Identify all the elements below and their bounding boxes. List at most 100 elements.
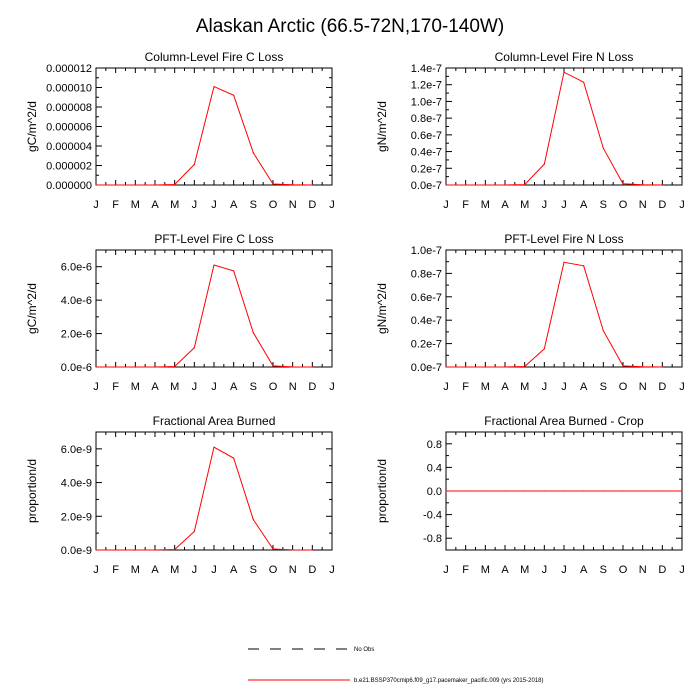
x-tick-label: J [443, 564, 449, 576]
data-point [445, 490, 447, 492]
data-point [233, 94, 235, 96]
y-tick-label: 1.4e-7 [411, 63, 442, 75]
y-tick-label: 2.0e-6 [61, 329, 92, 341]
data-point [252, 152, 254, 154]
data-point [154, 549, 156, 551]
y-tick-label: 0.000000 [46, 180, 92, 192]
series-line [446, 71, 663, 186]
x-tick-label: M [481, 199, 490, 211]
data-point [622, 365, 624, 367]
x-tick-label: F [112, 199, 119, 211]
x-tick-label: O [619, 381, 628, 393]
x-tick-label: O [619, 199, 628, 211]
panel-title: Fractional Area Burned [153, 414, 276, 428]
y-tick-label: 0.8 [427, 439, 442, 451]
x-tick-label: M [131, 199, 140, 211]
x-tick-label: N [289, 381, 297, 393]
panel-title: PFT-Level Fire N Loss [504, 232, 623, 246]
data-point [193, 530, 195, 533]
x-tick-label: J [443, 199, 449, 211]
data-point [252, 519, 254, 521]
data-point [115, 184, 117, 186]
x-tick-label: O [269, 199, 278, 211]
data-point [563, 490, 565, 492]
x-tick-label: N [289, 199, 297, 211]
data-point [213, 446, 215, 448]
x-tick-label: F [462, 381, 469, 393]
x-tick-label: D [658, 564, 666, 576]
x-tick-label: M [131, 564, 140, 576]
x-tick-label: A [501, 564, 509, 576]
data-point [583, 490, 585, 492]
x-tick-label: J [93, 199, 99, 211]
y-tick-label: 0.6e-7 [411, 292, 442, 304]
plot-frame [445, 249, 683, 368]
x-tick-label: J [561, 381, 567, 393]
data-point [524, 183, 526, 186]
y-tick-label: 0.000008 [46, 102, 92, 114]
x-tick-label: F [462, 564, 469, 576]
legend-model-label: b.e21.BSSP370cmip6.f09_g17.pacemaker_pac… [354, 678, 543, 684]
data-point [95, 549, 97, 551]
x-tick-label: A [580, 381, 588, 393]
y-tick-label: 6.0e-6 [61, 262, 92, 274]
data-point [563, 71, 565, 73]
data-point [272, 183, 274, 185]
x-tick-label: M [170, 564, 179, 576]
x-tick-label: J [93, 381, 99, 393]
data-point [543, 490, 545, 492]
data-point [115, 366, 117, 368]
x-tick-label: F [112, 381, 119, 393]
data-point [292, 366, 294, 368]
x-tick-label: J [561, 564, 567, 576]
data-point [95, 184, 97, 186]
x-tick-label: S [600, 199, 607, 211]
x-tick-label: A [230, 564, 238, 576]
data-point [292, 549, 294, 551]
y-tick-label: 4.0e-9 [61, 478, 92, 490]
x-tick-label: M [131, 381, 140, 393]
x-tick-label: A [580, 199, 588, 211]
data-point [484, 490, 486, 492]
data-point [465, 184, 467, 186]
data-point [661, 184, 663, 186]
y-axis-label: gC/m^2/d [25, 101, 39, 152]
x-tick-label: A [501, 199, 509, 211]
x-tick-label: M [170, 381, 179, 393]
x-tick-label: J [542, 564, 548, 576]
x-tick-label: M [520, 199, 529, 211]
data-point [154, 184, 156, 186]
data-point [642, 184, 644, 186]
x-tick-label: N [639, 564, 647, 576]
x-tick-label: A [151, 381, 159, 393]
plot-frame [445, 67, 683, 186]
data-point [484, 366, 486, 368]
panel-title: Column-Level Fire N Loss [495, 50, 634, 64]
data-point [154, 366, 156, 368]
x-tick-label: J [329, 199, 335, 211]
data-point [622, 490, 624, 492]
x-tick-label: F [462, 199, 469, 211]
x-tick-label: N [639, 381, 647, 393]
y-axis-label: gN/m^2/d [375, 101, 389, 152]
y-tick-label: 4.0e-6 [61, 295, 92, 307]
data-point [252, 332, 254, 334]
x-tick-label: O [619, 564, 628, 576]
x-tick-label: J [93, 564, 99, 576]
y-tick-label: 6.0e-9 [61, 444, 92, 456]
x-tick-label: N [639, 199, 647, 211]
panel-title: PFT-Level Fire C Loss [154, 232, 273, 246]
data-point [233, 457, 235, 459]
x-tick-label: J [192, 381, 198, 393]
x-tick-label: A [151, 564, 159, 576]
x-tick-label: J [679, 381, 685, 393]
data-point [583, 81, 585, 83]
x-tick-label: J [192, 564, 198, 576]
x-tick-label: S [250, 199, 257, 211]
data-point [642, 490, 644, 492]
series-line [446, 261, 663, 368]
